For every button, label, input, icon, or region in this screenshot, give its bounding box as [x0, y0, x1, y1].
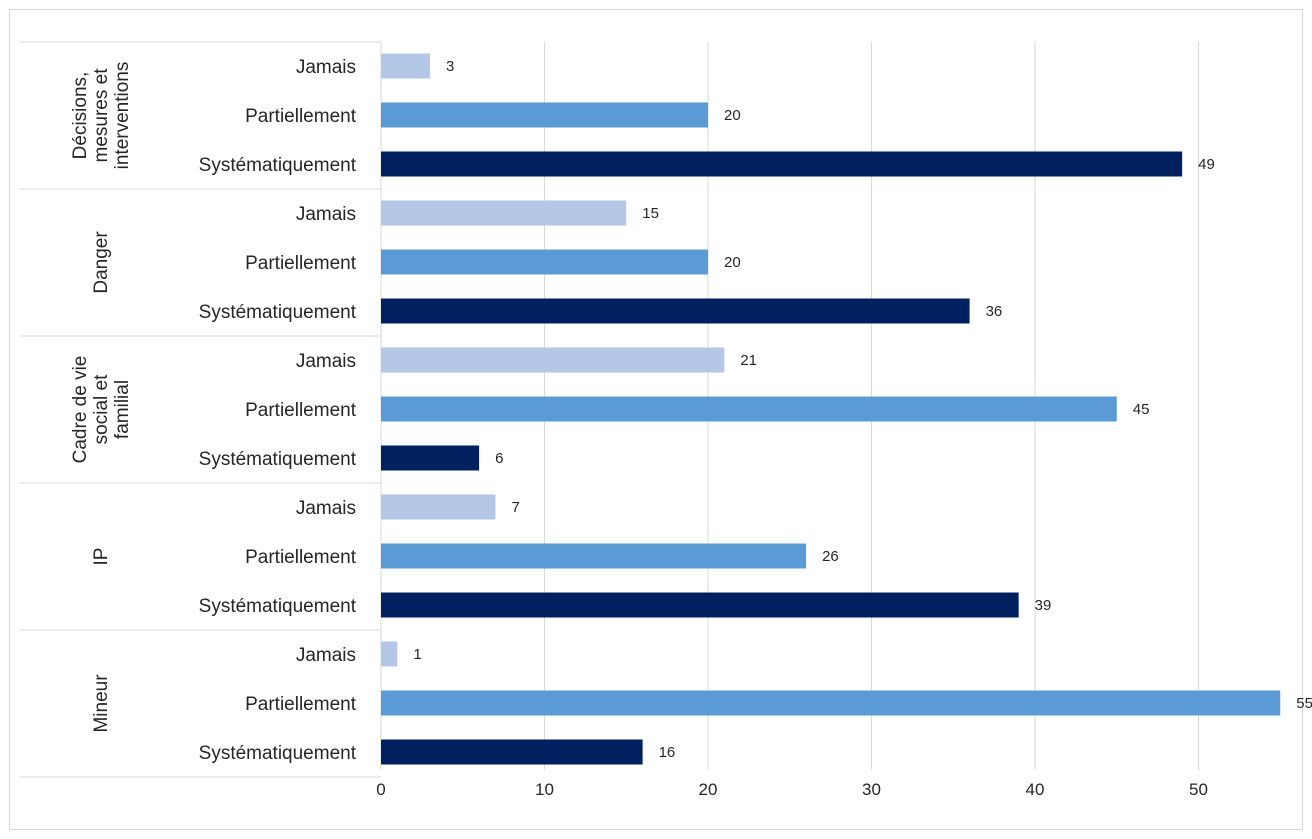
x-tick-label: 40: [1026, 780, 1045, 799]
group-label-line: social et: [91, 374, 112, 444]
bar: [381, 102, 708, 128]
data-label: 16: [659, 744, 676, 761]
category-label: Jamais: [296, 351, 356, 372]
bar: [381, 396, 1117, 422]
data-label: 20: [724, 254, 741, 271]
data-label: 1: [413, 646, 421, 663]
category-label: Jamais: [296, 204, 356, 225]
category-label: Systématiquement: [199, 155, 357, 176]
bar: [381, 543, 807, 569]
category-label: Jamais: [296, 57, 356, 78]
group-label-line: Décisions,: [70, 72, 91, 160]
data-label: 6: [495, 450, 503, 467]
category-label: Partiellement: [245, 547, 357, 568]
group-label: Mineur: [91, 674, 112, 733]
category-label: Partiellement: [245, 694, 357, 715]
data-label: 45: [1133, 401, 1150, 418]
bar: [381, 200, 627, 226]
bar: [381, 249, 708, 275]
data-label: 39: [1035, 597, 1052, 614]
data-label: 7: [511, 499, 519, 516]
x-tick-label: 30: [862, 780, 881, 799]
data-label: 49: [1198, 156, 1215, 173]
data-label: 15: [642, 205, 659, 222]
category-label: Systématiquement: [199, 596, 357, 617]
category-label: Jamais: [296, 498, 356, 519]
bar: [381, 445, 480, 471]
x-tick-label: 50: [1189, 780, 1208, 799]
bar: [381, 739, 643, 765]
data-label: 21: [740, 352, 757, 369]
group-label: IP: [91, 548, 112, 566]
x-tick-label: 20: [699, 780, 718, 799]
group-label-line: Mineur: [91, 674, 112, 733]
category-label: Partiellement: [245, 253, 357, 274]
group-label-line: interventions: [112, 62, 133, 170]
group-label-line: Cadre de vie: [70, 356, 91, 464]
bar: [381, 690, 1281, 716]
x-tick-label: 10: [535, 780, 554, 799]
data-label: 3: [446, 58, 454, 75]
data-label: 20: [724, 107, 741, 124]
bar: [381, 347, 725, 373]
category-label: Partiellement: [245, 400, 357, 421]
category-label: Jamais: [296, 645, 356, 666]
data-label: 36: [986, 303, 1003, 320]
x-tick-label: 0: [376, 780, 385, 799]
group-label-line: familial: [112, 380, 133, 439]
category-label: Partiellement: [245, 106, 357, 127]
category-label: Systématiquement: [199, 743, 357, 764]
data-label: 26: [822, 548, 839, 565]
group-label: Décisions,mesures etinterventions: [70, 62, 133, 170]
bar: [381, 151, 1183, 177]
category-label: Systématiquement: [199, 302, 357, 323]
bar: [381, 641, 398, 667]
group-label: Danger: [91, 231, 112, 294]
bar: [381, 53, 431, 79]
bar: [381, 298, 970, 324]
group-label-line: IP: [91, 548, 112, 566]
group-label-line: Danger: [91, 231, 112, 294]
data-label: 55: [1296, 695, 1312, 712]
category-label: Systématiquement: [199, 449, 357, 470]
bar: [381, 592, 1019, 618]
bar: [381, 494, 496, 520]
group-label-line: mesures et: [91, 68, 112, 163]
group-label: Cadre de viesocial etfamilial: [70, 356, 133, 464]
